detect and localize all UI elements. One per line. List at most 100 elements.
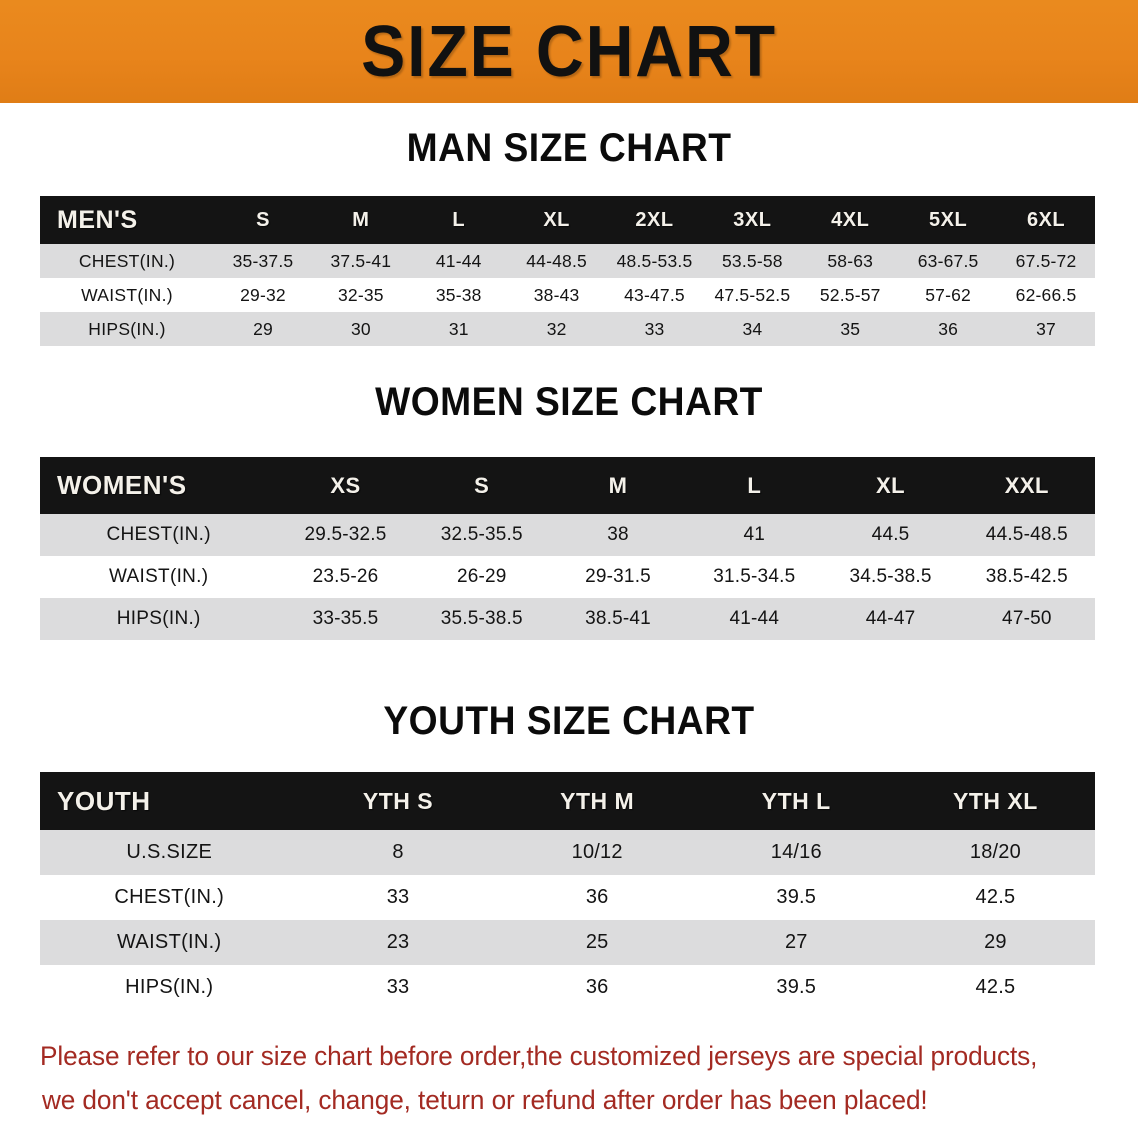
women-column-header: XXL: [1004, 472, 1049, 498]
women-cell: 38.5-41: [585, 608, 651, 629]
youth-table-row: HIPS(IN.) 33 36 39.5 42.5: [40, 965, 1095, 1010]
men-cell: 29-32: [240, 284, 286, 305]
men-cell: 62-66.5: [1015, 284, 1077, 305]
women-cell: 41-44: [729, 608, 780, 629]
youth-cell: 25: [585, 931, 609, 953]
men-table-head: MEN'S S M L XL 2XL 3XL 4XL 5XL 6XL: [40, 196, 1095, 244]
women-cell: 41: [743, 524, 766, 545]
women-column-header: XL: [876, 472, 906, 498]
men-cell: 41-44: [435, 250, 482, 271]
banner-title: SIZE CHART: [361, 11, 777, 92]
youth-cell: 10/12: [571, 841, 623, 863]
youth-cell: 14/16: [770, 841, 822, 863]
youth-header-row: YOUTH YTH S YTH M YTH L YTH XL: [40, 772, 1095, 830]
youth-table-head: YOUTH YTH S YTH M YTH L YTH XL: [40, 772, 1095, 830]
youth-corner-label: YOUTH: [57, 785, 151, 816]
men-cell: 30: [350, 318, 371, 339]
men-cell: 32: [546, 318, 567, 339]
women-cell: 29-31.5: [585, 566, 651, 587]
men-column-header: 3XL: [733, 208, 772, 231]
men-cell: 48.5-53.5: [616, 250, 693, 271]
men-header-row: MEN'S S M L XL 2XL 3XL 4XL 5XL 6XL: [40, 196, 1095, 244]
men-cell: 29: [253, 318, 273, 339]
men-cell: 47.5-52.5: [714, 284, 791, 305]
youth-cell: 18/20: [969, 841, 1021, 863]
women-cell: 23.5-26: [312, 566, 379, 587]
youth-table-row: U.S.SIZE 8 10/12 14/16 18/20: [40, 830, 1095, 875]
women-table-row: WAIST(IN.) 23.5-26 26-29 29-31.5 31.5-34.5 34…: [40, 556, 1095, 598]
banner: SIZE CHART: [0, 0, 1138, 103]
men-cell: 33: [644, 318, 665, 339]
women-cell: 38.5-42.5: [985, 566, 1068, 587]
women-size-table: WOMEN'S XS S M L XL XXL CHEST(IN.) 29.5-32.5 32.…: [40, 457, 1095, 640]
women-column-header: L: [747, 472, 762, 498]
women-column-header: M: [608, 472, 628, 498]
men-cell: 37.5-41: [330, 250, 392, 271]
youth-row-label: WAIST(IN.): [117, 931, 222, 953]
youth-column-header: YTH S: [362, 787, 434, 814]
youth-cell: 36: [585, 976, 609, 998]
men-cell: 58-63: [827, 250, 874, 271]
women-table-head: WOMEN'S XS S M L XL XXL: [40, 457, 1095, 514]
women-column-header: S: [474, 472, 490, 498]
women-cell: 44.5-48.5: [985, 524, 1068, 545]
men-column-header: XL: [543, 208, 570, 231]
women-table-row: CHEST(IN.) 29.5-32.5 32.5-35.5 38 41 44.5 44.5…: [40, 514, 1095, 556]
men-cell: 35-38: [435, 284, 482, 305]
order-policy-note-line-2: we don't accept cancel, change, teturn o…: [41, 1085, 928, 1115]
men-cell: 31: [448, 318, 469, 339]
men-cell: 37: [1036, 318, 1056, 339]
man-section-title: MAN SIZE CHART: [406, 126, 732, 170]
women-cell: 44-47: [865, 608, 916, 629]
men-row-label: WAIST(IN.): [81, 284, 173, 305]
men-corner-label: MEN'S: [57, 205, 138, 234]
women-cell: 33-35.5: [312, 608, 379, 629]
women-section-title: WOMEN SIZE CHART: [375, 380, 763, 424]
youth-cell: 42.5: [975, 886, 1016, 908]
men-column-header: S: [256, 208, 270, 231]
men-cell: 32-35: [337, 284, 384, 305]
men-cell: 57-62: [925, 284, 971, 305]
men-cell: 53.5-58: [721, 250, 783, 271]
men-cell: 52.5-57: [819, 284, 881, 305]
women-cell: 26-29: [456, 566, 507, 587]
youth-cell: 36: [585, 886, 609, 908]
men-cell: 35-37.5: [232, 250, 294, 271]
men-column-header: 6XL: [1026, 208, 1066, 231]
youth-cell: 39.5: [776, 976, 817, 998]
order-policy-note-line-1: Please refer to our size chart before or…: [40, 1041, 1038, 1071]
youth-cell: 33: [386, 976, 410, 998]
youth-cell: 29: [984, 931, 1007, 953]
women-header-row: WOMEN'S XS S M L XL XXL: [40, 457, 1095, 514]
men-cell: 43-47.5: [624, 284, 685, 305]
women-column-header: XS: [330, 472, 361, 498]
youth-table-row: WAIST(IN.) 23 25 27 29: [40, 920, 1095, 965]
women-row-label: HIPS(IN.): [116, 608, 201, 629]
men-cell: 34: [742, 318, 763, 339]
youth-section-title: YOUTH SIZE CHART: [383, 699, 755, 743]
women-cell: 35.5-38.5: [440, 608, 523, 629]
women-row-label: CHEST(IN.): [106, 524, 211, 545]
youth-cell: 27: [784, 931, 808, 953]
women-corner-label: WOMEN'S: [57, 470, 187, 500]
men-table-row: CHEST(IN.) 35-37.5 37.5-41 41-44 44-48.5 48.5…: [40, 244, 1095, 278]
youth-size-table: YOUTH YTH S YTH M YTH L YTH XL U.S.SIZE 8 10/1…: [40, 772, 1095, 1010]
men-column-header: 2XL: [635, 208, 674, 231]
women-cell: 44.5: [871, 524, 910, 545]
men-cell: 44-48.5: [526, 250, 587, 271]
men-table-row: WAIST(IN.) 29-32 32-35 35-38 38-43 43-47.5 47.…: [40, 278, 1095, 312]
women-row-label: WAIST(IN.): [108, 566, 209, 587]
women-table-row: HIPS(IN.) 33-35.5 35.5-38.5 38.5-41 41-44 44-…: [40, 598, 1095, 640]
men-cell: 36: [938, 318, 959, 339]
men-table-body: CHEST(IN.) 35-37.5 37.5-41 41-44 44-48.5 48.5…: [40, 244, 1095, 346]
youth-row-label: CHEST(IN.): [114, 886, 225, 908]
women-cell: 47-50: [1002, 608, 1052, 629]
women-cell: 38: [607, 524, 629, 545]
men-column-header: L: [452, 208, 466, 231]
youth-table-row: CHEST(IN.) 33 36 39.5 42.5: [40, 875, 1095, 920]
youth-row-label: U.S.SIZE: [126, 841, 213, 863]
men-size-table: MEN'S S M L XL 2XL 3XL 4XL 5XL 6XL CHEST(IN.) 35-3…: [40, 196, 1095, 346]
men-row-label: CHEST(IN.): [78, 250, 176, 271]
men-cell: 38-43: [533, 284, 580, 305]
